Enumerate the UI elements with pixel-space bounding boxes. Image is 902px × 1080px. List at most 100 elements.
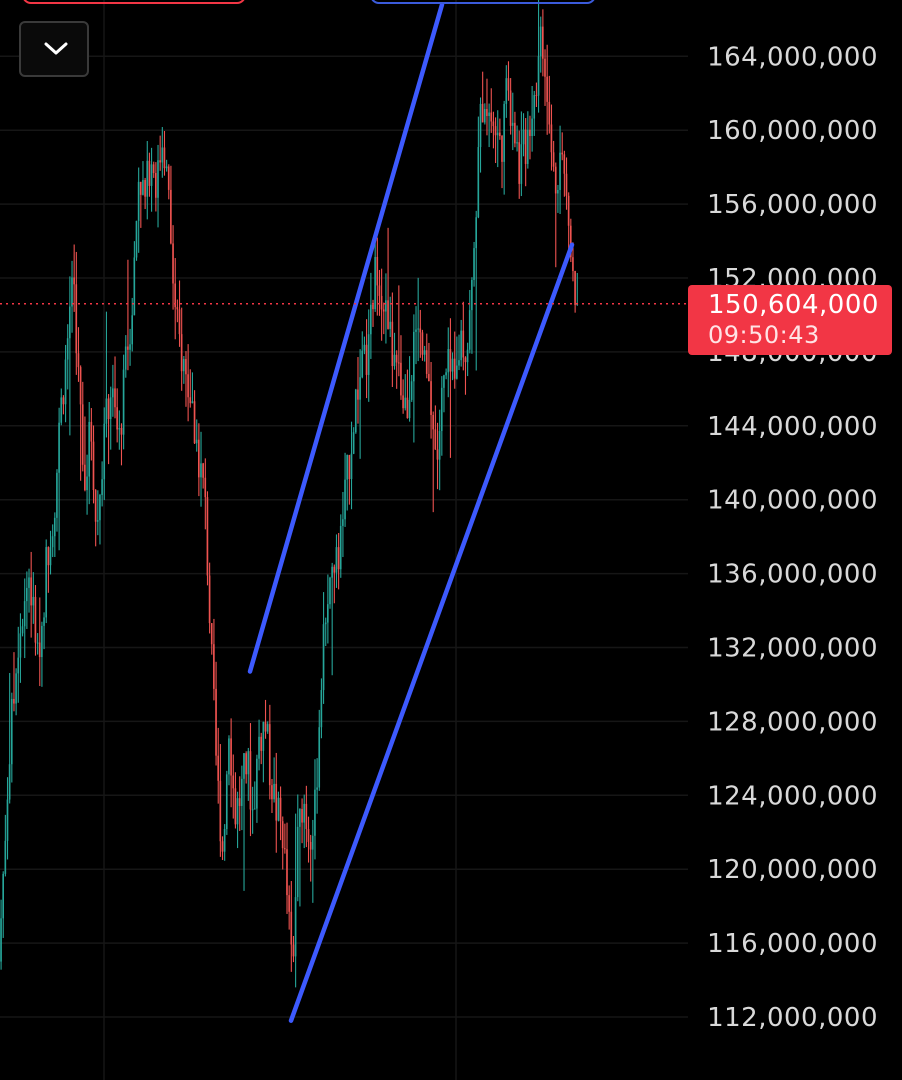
candle-body	[333, 566, 336, 573]
candle-body	[243, 753, 245, 779]
candle	[307, 816, 310, 863]
candle	[77, 327, 80, 382]
candle	[453, 331, 456, 389]
candle-body	[311, 835, 314, 850]
candle-body	[378, 285, 381, 296]
candle	[520, 111, 523, 197]
candle-body	[492, 121, 495, 127]
candle	[434, 405, 437, 450]
candle-body	[395, 354, 398, 363]
last-price-value: 150,604,000	[708, 290, 879, 320]
candle	[395, 350, 398, 389]
candle	[365, 319, 368, 399]
candle	[38, 597, 41, 687]
candle-body	[316, 787, 318, 790]
chevron-down-icon	[44, 42, 68, 55]
candle-body	[397, 362, 400, 364]
y-tick-label: 160,000,000	[707, 116, 878, 146]
candle-body	[301, 809, 303, 823]
candle-body	[563, 154, 566, 174]
candle-body	[99, 494, 101, 521]
top-indicator-pill[interactable]	[370, 0, 596, 4]
candle	[531, 86, 533, 152]
top-indicator-pill[interactable]	[22, 0, 246, 4]
candle-body	[344, 479, 346, 520]
candle-body	[359, 377, 361, 400]
candle	[19, 613, 22, 683]
candle-body	[230, 738, 232, 776]
candle	[144, 177, 146, 210]
candle	[94, 489, 97, 547]
candle-body	[15, 673, 17, 704]
candle	[247, 747, 250, 801]
candle-body	[258, 736, 260, 759]
candle	[481, 71, 484, 123]
last-price-label: 150,604,000 09:50:43	[688, 285, 892, 355]
candle-body	[86, 476, 88, 491]
candle-body	[376, 256, 379, 286]
candle-body	[402, 395, 404, 409]
candle-body	[152, 164, 155, 173]
candle	[563, 150, 566, 197]
candle	[264, 699, 267, 739]
candle	[342, 491, 344, 558]
candle	[28, 568, 30, 613]
candle	[421, 329, 424, 361]
candle-body	[150, 164, 153, 186]
candle-body	[120, 427, 123, 435]
collapse-button[interactable]	[19, 21, 89, 77]
candle	[182, 355, 185, 384]
candle-body	[385, 300, 387, 312]
candle-body	[19, 633, 22, 658]
candle-body	[464, 357, 467, 363]
candle	[195, 419, 198, 452]
y-tick-label: 144,000,000	[707, 412, 878, 442]
candle-body	[550, 124, 553, 153]
candle	[296, 794, 299, 902]
candle	[284, 823, 286, 854]
candle	[311, 819, 314, 903]
candle	[299, 808, 301, 907]
candle-body	[305, 803, 308, 830]
candle	[382, 302, 385, 335]
candle	[49, 530, 52, 575]
candle	[41, 621, 43, 687]
candle	[176, 299, 179, 323]
candle-body	[200, 463, 202, 478]
candle	[260, 732, 262, 765]
candle	[391, 292, 394, 388]
candle	[236, 791, 239, 849]
candle-body	[342, 519, 344, 526]
candle-body	[247, 751, 250, 775]
candle-body	[447, 349, 450, 373]
candle	[292, 936, 295, 963]
candle	[505, 65, 508, 118]
candle	[348, 454, 351, 505]
candle-body	[204, 477, 207, 498]
candle-body	[529, 129, 531, 137]
candle	[75, 251, 78, 375]
candle	[122, 354, 125, 450]
candle-body	[391, 321, 394, 367]
price-axis[interactable]: 112,000,000 116,000,000 120,000,000 124,000…	[707, 42, 878, 1033]
candle-body	[494, 126, 497, 136]
candle	[148, 152, 151, 197]
candle-body	[275, 783, 278, 821]
candle-body	[195, 439, 198, 444]
candle	[262, 721, 265, 783]
candle-body	[460, 330, 462, 361]
candle-body	[142, 180, 144, 195]
candle	[133, 241, 136, 316]
candle-body	[225, 774, 228, 830]
trendlines[interactable]	[247, 2, 575, 1023]
candle-body	[256, 758, 258, 809]
candle-body	[219, 780, 222, 842]
candle-body	[524, 129, 527, 164]
candle-body	[236, 798, 239, 825]
candle-body	[103, 423, 106, 480]
candle	[101, 461, 103, 507]
candle	[333, 564, 336, 604]
candle-body	[69, 306, 71, 339]
candle-body	[245, 753, 247, 775]
